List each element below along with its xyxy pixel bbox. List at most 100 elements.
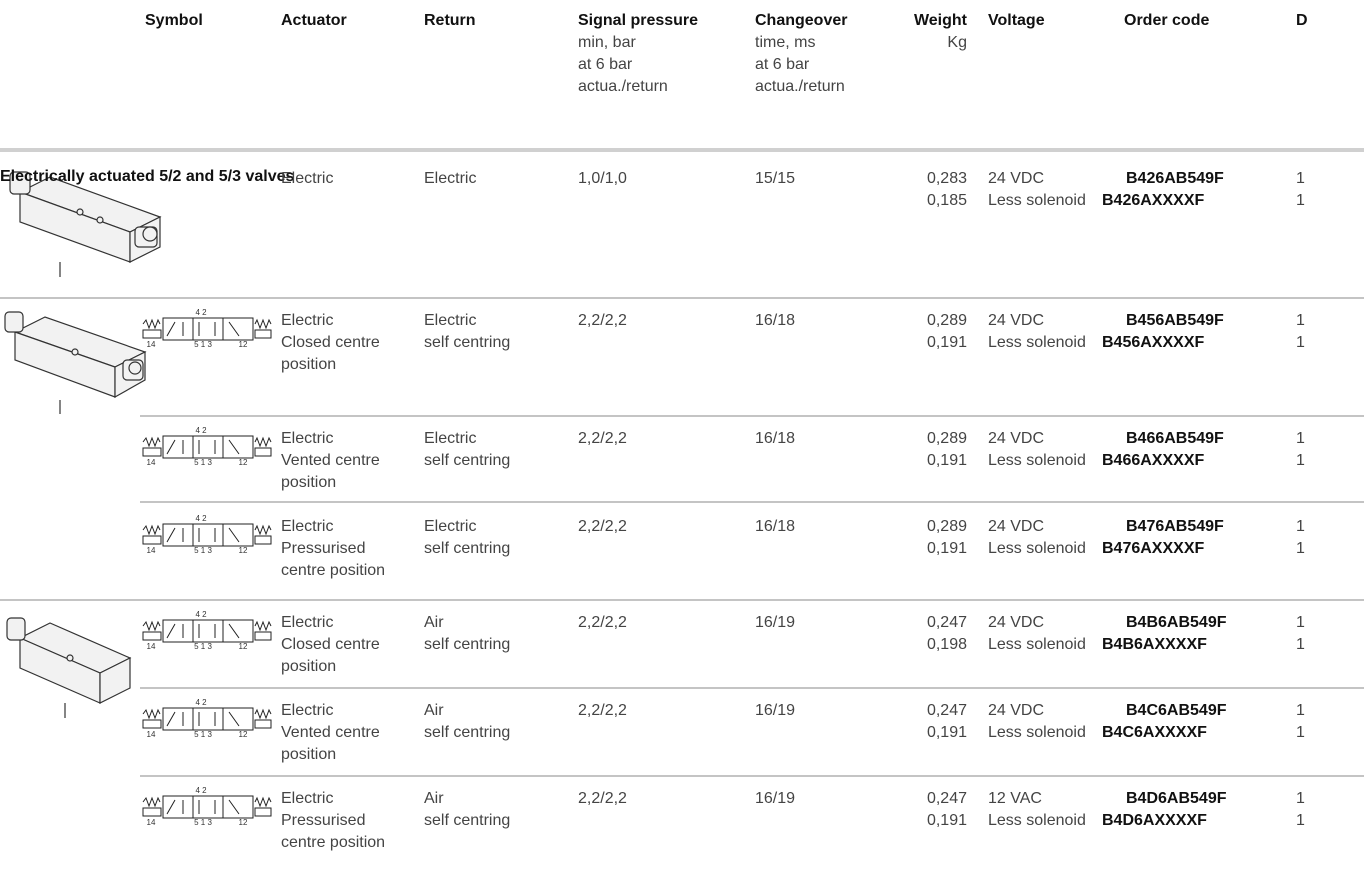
weight: 0,247: [926, 702, 967, 719]
actuator: Closed centre: [281, 636, 380, 653]
valve-symbol: 4 2 14 5 1 3 12: [142, 610, 272, 651]
actuator: Closed centre: [281, 334, 380, 351]
port-label: 14: [147, 340, 156, 349]
port-label: 12: [239, 546, 248, 555]
weight: 0,283: [926, 170, 967, 187]
port-label: 4 2: [195, 698, 207, 707]
port-label: 5 1 3: [194, 818, 212, 827]
actuator: Electric: [281, 312, 334, 329]
actuator: Electric: [281, 614, 334, 631]
column-subtitle: actua./return: [755, 78, 845, 95]
port-label: 14: [147, 730, 156, 739]
weight: 0,185: [926, 192, 967, 209]
weight: 0,247: [926, 790, 967, 807]
column-subtitle: time, ms: [755, 34, 816, 51]
port-label: 14: [147, 642, 156, 651]
valve-symbol: 4 2 14 5 1 3 12: [142, 514, 272, 555]
signal-pressure: 2,2/2,2: [578, 430, 627, 447]
actuator: Electric: [281, 430, 334, 447]
voltage: 12 VAC: [988, 790, 1042, 807]
voltage: 24 VDC: [988, 518, 1045, 535]
return: self centring: [424, 812, 511, 829]
actuator: Vented centre: [281, 724, 380, 741]
actuator: Electric: [281, 790, 334, 807]
voltage: 24 VDC: [988, 170, 1045, 187]
order-code: B4C6AXXXXF: [1102, 724, 1207, 741]
d-value: 1: [1296, 614, 1305, 631]
changeover-time: 15/15: [755, 170, 796, 187]
actuator: position: [281, 746, 337, 763]
signal-pressure: 2,2/2,2: [578, 790, 627, 807]
port-label: 12: [239, 642, 248, 651]
return: Air: [424, 614, 444, 631]
voltage: Less solenoid: [988, 192, 1086, 209]
column-title: Actuator: [281, 12, 347, 29]
d-value: 1: [1296, 636, 1305, 653]
return: Electric: [424, 430, 477, 447]
voltage: 24 VDC: [988, 614, 1045, 631]
voltage: Less solenoid: [988, 452, 1086, 469]
order-code: B466AXXXXF: [1102, 452, 1205, 469]
actuator: position: [281, 474, 337, 491]
actuator: Electric: [281, 170, 334, 187]
port-label: 5 1 3: [194, 458, 212, 467]
actuator: Electric: [281, 518, 334, 535]
valve-photo: [6, 617, 132, 718]
order-code: B4D6AB549F: [1126, 790, 1227, 807]
actuator: position: [281, 658, 337, 675]
weight: 0,289: [926, 312, 967, 329]
weight: 0,247: [926, 614, 967, 631]
changeover-time: 16/18: [755, 430, 796, 447]
return: self centring: [424, 724, 511, 741]
port-label: 4 2: [195, 308, 207, 317]
port-label: 12: [239, 730, 248, 739]
valve-photo: [4, 311, 147, 414]
weight: 0,191: [926, 334, 967, 351]
order-code: B456AB549F: [1126, 312, 1224, 329]
port-label: 14: [147, 546, 156, 555]
column-subtitle: min, bar: [578, 34, 636, 51]
d-value: 1: [1296, 430, 1305, 447]
actuator: Pressurised: [281, 812, 366, 829]
column-title: Voltage: [988, 12, 1045, 29]
voltage: Less solenoid: [988, 724, 1086, 741]
voltage: Less solenoid: [988, 334, 1086, 351]
weight: 0,289: [926, 430, 967, 447]
d-value: 1: [1296, 192, 1305, 209]
port-label: 5 1 3: [194, 642, 212, 651]
actuator: centre position: [281, 834, 386, 851]
actuator: centre position: [281, 562, 386, 579]
order-code: B456AXXXXF: [1102, 334, 1205, 351]
order-code: B4B6AXXXXF: [1102, 636, 1207, 653]
port-label: 5 1 3: [194, 340, 212, 349]
return: self centring: [424, 334, 511, 351]
column-title: Weight: [913, 12, 967, 29]
signal-pressure: 2,2/2,2: [578, 518, 627, 535]
return: self centring: [424, 636, 511, 653]
port-label: 14: [147, 458, 156, 467]
weight: 0,198: [926, 636, 967, 653]
actuator: Pressurised: [281, 540, 366, 557]
column-subtitle: at 6 bar: [755, 56, 810, 73]
changeover-time: 16/18: [755, 518, 796, 535]
order-code: B4C6AB549F: [1126, 702, 1227, 719]
return: Electric: [424, 170, 477, 187]
d-value: 1: [1296, 518, 1305, 535]
signal-pressure: 2,2/2,2: [578, 614, 627, 631]
port-label: 4 2: [195, 514, 207, 523]
valve-symbol: 4 2 14 5 1 3 12: [142, 698, 272, 739]
order-code: B426AB549F: [1126, 170, 1224, 187]
column-title: Symbol: [145, 12, 203, 29]
port-label: 12: [239, 458, 248, 467]
valve-symbol: 4 2 14 5 1 3 12: [142, 426, 272, 467]
column-title: Return: [424, 12, 476, 29]
return: Air: [424, 702, 444, 719]
header-rule: [0, 148, 1364, 152]
port-label: 4 2: [195, 426, 207, 435]
port-label: 12: [239, 340, 248, 349]
port-label: 14: [147, 818, 156, 827]
weight: 0,191: [926, 452, 967, 469]
signal-pressure: 1,0/1,0: [578, 170, 627, 187]
